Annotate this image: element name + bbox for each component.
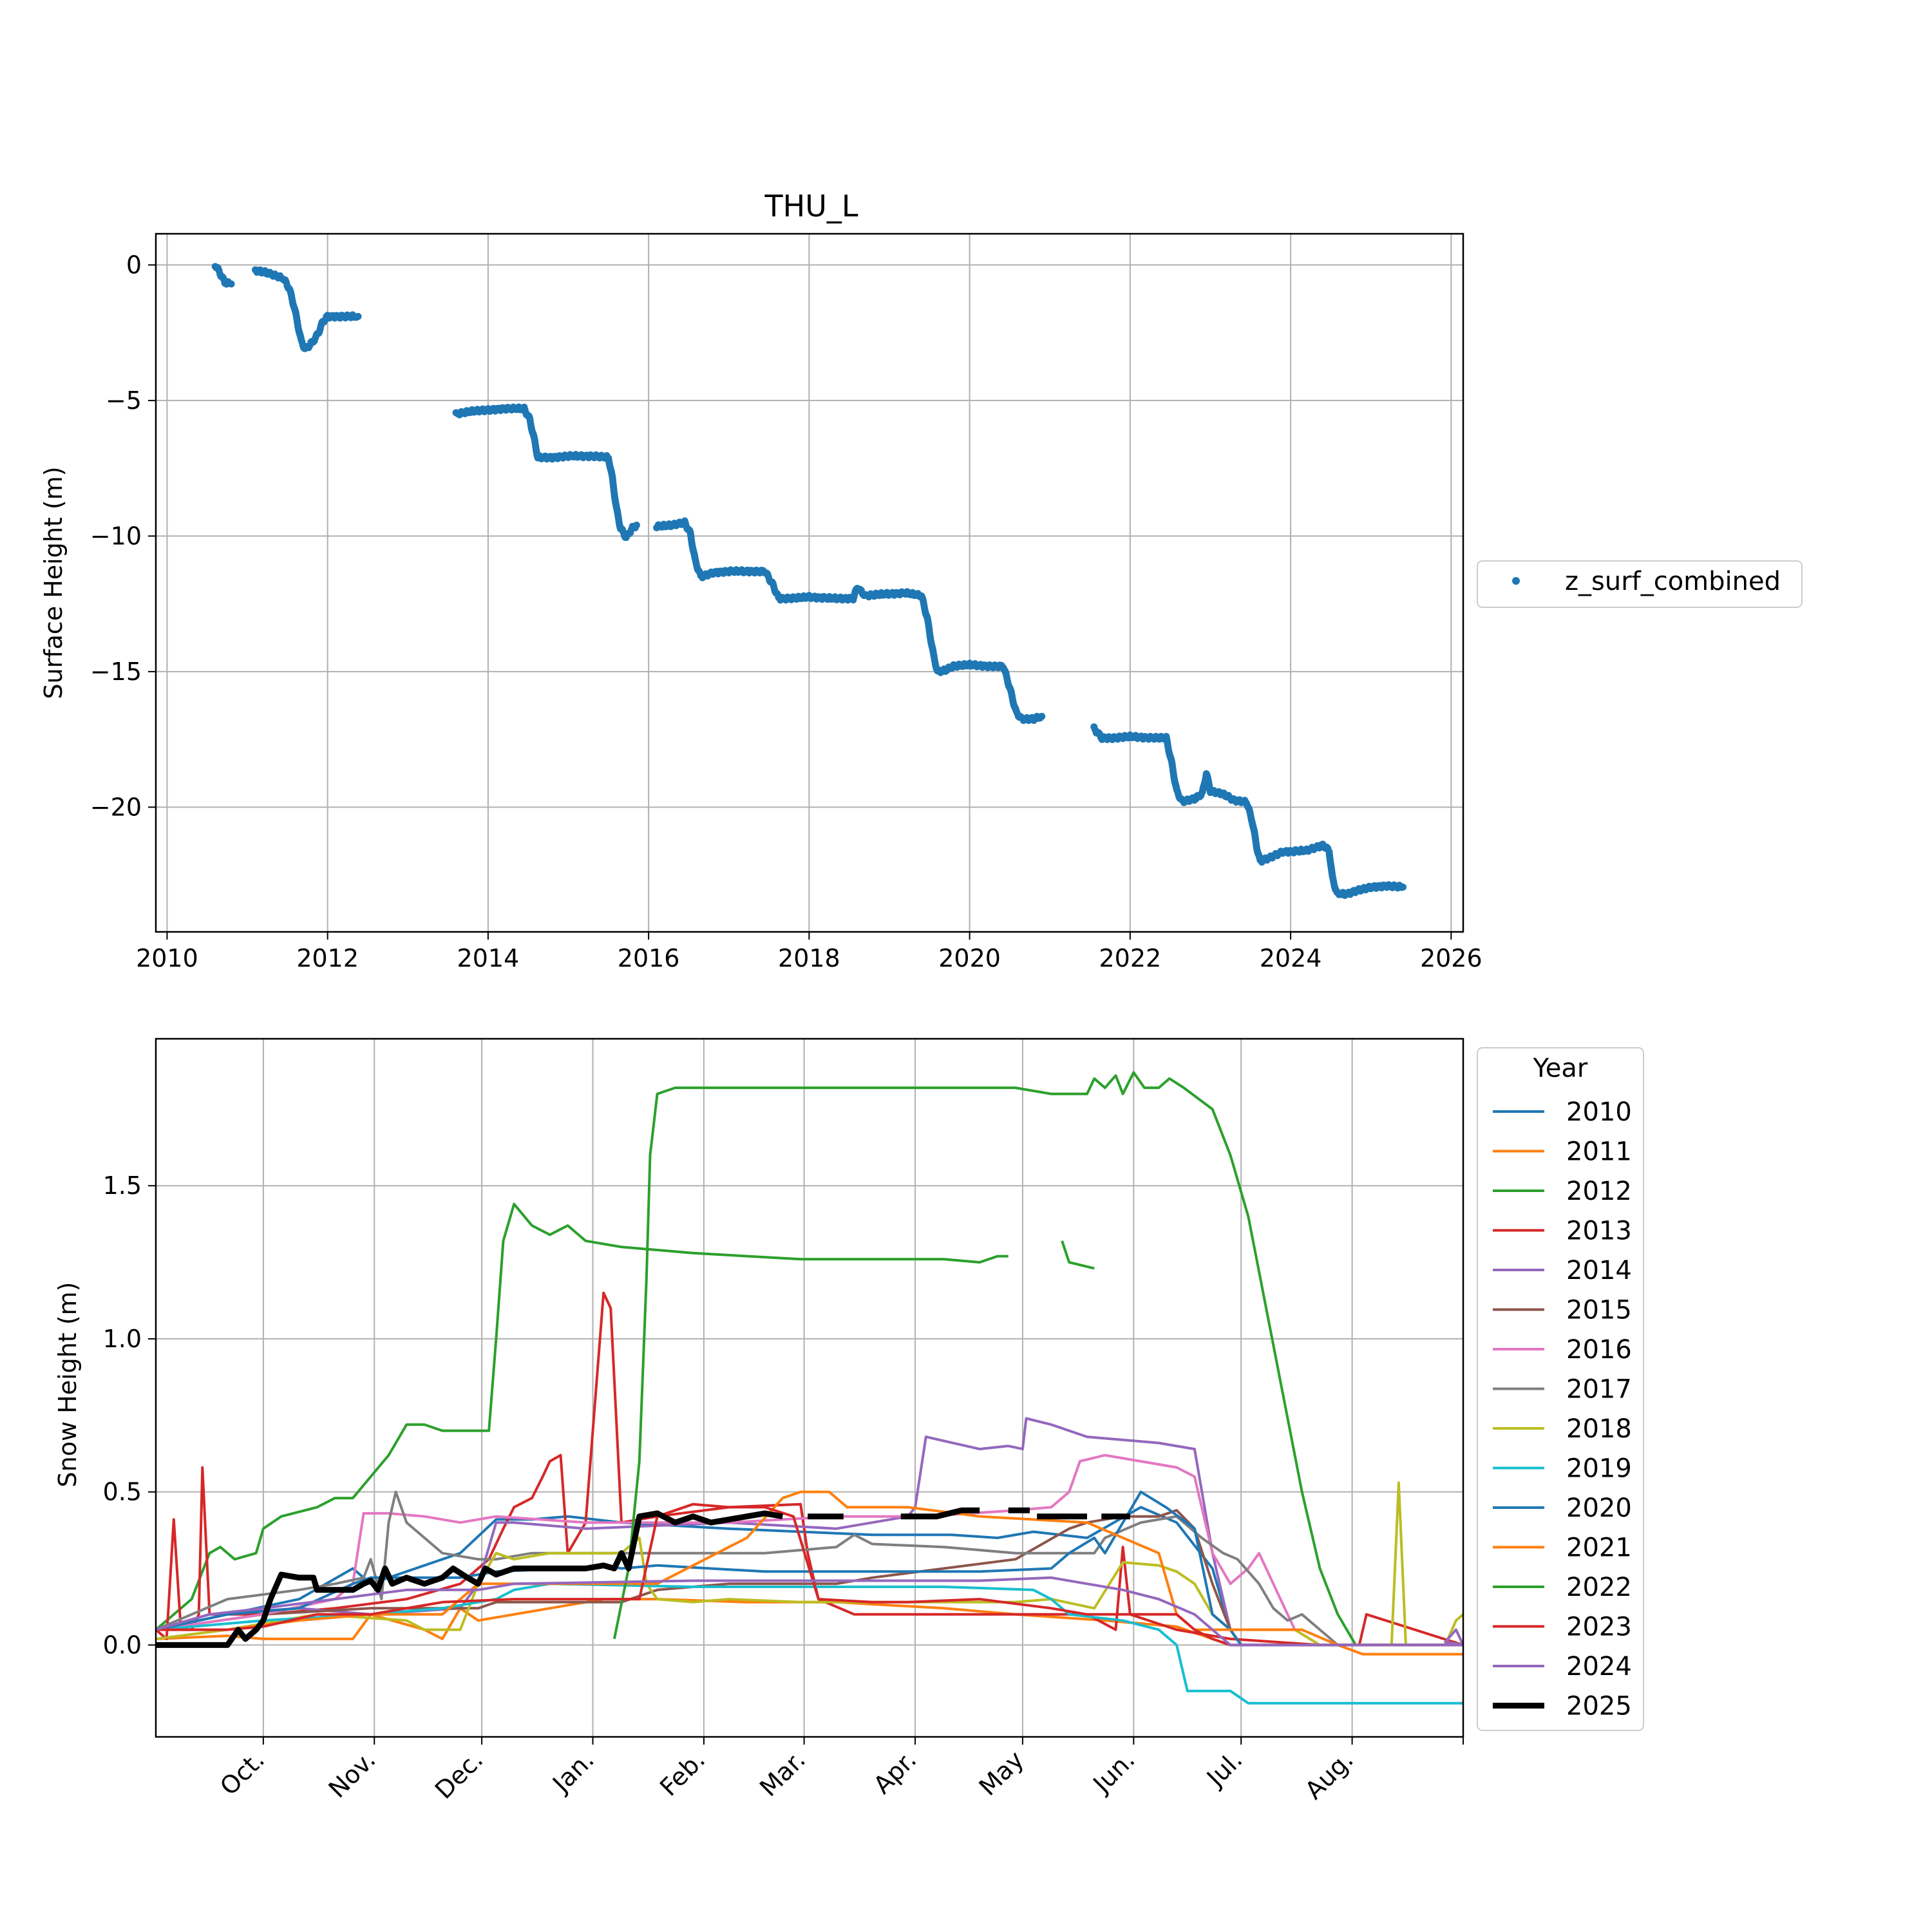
surface-height-series: [211, 263, 1407, 899]
series-line-2024: [156, 1576, 1463, 1647]
series-line-2012: [1061, 1240, 1095, 1270]
top-x-tick-label: 2026: [1420, 944, 1482, 972]
legend-label-2015: 2015: [1566, 1296, 1632, 1325]
series-line-2012: [156, 1202, 1009, 1631]
legend-label-2017: 2017: [1566, 1375, 1632, 1405]
snow-height-series: [156, 1071, 1463, 1705]
series-line-2011: [156, 1598, 1463, 1647]
bottom-gridlines: [156, 1039, 1464, 1737]
series-line-2020: [156, 1490, 1463, 1647]
top-x-tick-label: 2022: [1099, 944, 1161, 972]
surface-height-point: [354, 312, 362, 320]
legend-label-2022: 2022: [1566, 1573, 1632, 1602]
legend-marker-z-surf-combined: [1512, 577, 1520, 585]
top-legend-box: [1477, 560, 1803, 608]
series-line-2013: [156, 1291, 1463, 1647]
series-line-2019: [156, 1582, 1463, 1705]
year-legend-title: Year: [1533, 1054, 1588, 1083]
bottom-y-tick-label: 1.0: [103, 1325, 142, 1353]
legend-label-2013: 2013: [1566, 1217, 1632, 1246]
bottom-y-tick-label: 0.0: [103, 1631, 142, 1659]
bottom-y-axis: 0.0 0.5 1.0 1.5: [103, 1171, 156, 1659]
series-line-2021: [156, 1490, 1463, 1656]
top-y-tick-label: −5: [106, 386, 142, 415]
chart-title: THU_L: [764, 189, 858, 223]
legend-label-2014: 2014: [1566, 1256, 1632, 1285]
series-line-2025: [156, 1510, 784, 1648]
legend-label-z-surf-combined: z_surf_combined: [1565, 567, 1781, 596]
legend-label-2011: 2011: [1566, 1137, 1632, 1167]
legend-label-2025: 2025: [1566, 1692, 1632, 1721]
surface-height-point: [1038, 712, 1046, 720]
bottom-y-tick-label: 1.5: [103, 1171, 142, 1200]
series-line-2022: [612, 1071, 1463, 1647]
surface-height-point: [1399, 884, 1407, 891]
legend-label-2018: 2018: [1566, 1414, 1632, 1444]
bottom-y-tick-label: 0.5: [103, 1478, 142, 1506]
surface-height-point: [632, 522, 640, 529]
series-line-2017: [156, 1490, 1463, 1647]
top-gridlines: [156, 234, 1463, 932]
top-legend: z_surf_combined: [1477, 560, 1803, 608]
legend-label-2020: 2020: [1566, 1493, 1632, 1523]
legend-label-2021: 2021: [1566, 1533, 1632, 1563]
legend-label-2016: 2016: [1566, 1335, 1632, 1365]
series-line-2023: [156, 1502, 1463, 1647]
bottom-y-axis-label: Snow Height (m): [53, 1282, 82, 1488]
top-x-tick-label: 2020: [938, 944, 1001, 972]
top-x-tick-label: 2014: [457, 944, 520, 972]
legend-label-2010: 2010: [1566, 1097, 1632, 1127]
top-y-tick-label: −10: [90, 522, 142, 550]
year-legend: Year 2010 2011 2012 2013 2014 2015 2016 2017 201…: [1477, 1047, 1644, 1731]
snow-height-panel: Oct. Nov. Dec. Jan. Feb. Mar. Apr. May Jun. Jul. A…: [53, 1037, 1644, 1804]
legend-label-2019: 2019: [1566, 1454, 1632, 1484]
surface-height-point: [227, 280, 235, 288]
top-y-tick-label: 0: [126, 251, 142, 279]
top-y-tick-label: −20: [90, 793, 142, 821]
top-x-tick-label: 2016: [618, 944, 680, 972]
top-y-axis-label: Surface Height (m): [39, 466, 68, 699]
top-x-tick-label: 2018: [778, 944, 840, 972]
legend-label-2012: 2012: [1566, 1177, 1632, 1206]
series-line-2025: [900, 1507, 980, 1520]
bottom-plot-frame: [155, 1037, 1464, 1738]
legend-label-2024: 2024: [1566, 1652, 1632, 1681]
top-x-axis: 2010 2012 2014 2016 2018 2020 2022 2024 2026: [136, 932, 1482, 972]
year-legend-box: [1477, 1047, 1644, 1731]
top-x-tick-label: 2010: [136, 944, 198, 972]
top-y-axis: 0 −5 −10 −15 −20: [90, 251, 156, 821]
top-x-tick-label: 2012: [296, 944, 359, 972]
legend-label-2023: 2023: [1566, 1613, 1632, 1642]
series-line-2016: [156, 1454, 1463, 1647]
top-y-tick-label: −15: [90, 658, 142, 686]
surface-height-panel: THU_L 2010 2012 2014 2016 2018 2020 2022 2024 20…: [39, 189, 1803, 972]
top-x-tick-label: 2024: [1260, 944, 1322, 972]
